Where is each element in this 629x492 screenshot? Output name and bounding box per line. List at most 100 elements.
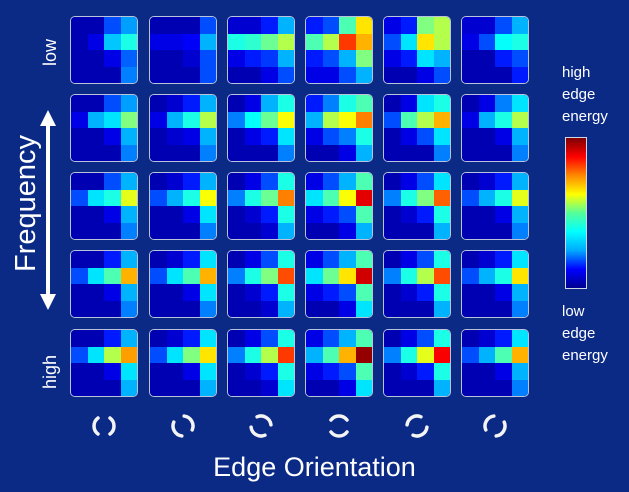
heatmap-cell [384,33,401,50]
heatmap-cell [495,251,512,268]
heatmap-cell [261,144,278,161]
heatmap-cell [495,300,512,317]
heatmap-tile-r3-c4 [305,172,373,240]
heatmap-cell [71,111,88,128]
heatmap-cell [433,189,450,206]
heatmap-tile-r3-c2 [149,172,217,240]
heatmap-cell [433,251,450,268]
heatmap-cell [244,206,261,223]
heatmap-tile-r1-c4 [305,16,373,84]
heatmap-cell [511,17,528,34]
heatmap-cell [400,144,417,161]
heatmap-cell [228,267,245,284]
heatmap-tile-r4-c4 [305,250,373,318]
heatmap-cell [87,66,104,83]
heatmap-cell [104,300,121,317]
heatmap-cell [71,33,88,50]
heatmap-cell [384,284,401,301]
heatmap-cell [199,189,216,206]
heatmap-cell [166,346,183,363]
heatmap-cell [355,346,372,363]
heatmap-cell [120,128,137,145]
heatmap-cell [384,267,401,284]
heatmap-cell [261,95,278,112]
heatmap-cell [433,222,450,239]
heatmap-cell [87,206,104,223]
heatmap-cell [339,300,356,317]
heatmap-cell [400,128,417,145]
heatmap-cell [150,379,167,396]
heatmap-cell [355,33,372,50]
heatmap-cell [228,173,245,190]
heatmap-cell [322,50,339,67]
heatmap-cell [166,363,183,380]
heatmap-tile-r3-c3 [227,172,295,240]
heatmap-cell [400,284,417,301]
heatmap-cell [150,363,167,380]
heatmap-cell [150,222,167,239]
heatmap-cell [417,17,434,34]
heatmap-cell [71,173,88,190]
heatmap-cell [322,222,339,239]
heatmap-cell [495,66,512,83]
heatmap-cell [384,189,401,206]
heatmap-cell [87,33,104,50]
heatmap-cell [478,300,495,317]
heatmap-cell [228,206,245,223]
frequency-high-label: high [40,354,60,389]
edge-orientation-1-icon [92,416,116,436]
heatmap-cell [511,379,528,396]
heatmap-cell [166,33,183,50]
heatmap-cell [433,346,450,363]
heatmap-cell [400,379,417,396]
heatmap-tile-r1-c5 [383,16,451,84]
heatmap-cell [417,66,434,83]
heatmap-cell [400,300,417,317]
heatmap-cell [104,17,121,34]
heatmap-cell [306,128,323,145]
heatmap-cell [417,284,434,301]
heatmap-cell [183,330,200,347]
heatmap-cell [306,379,323,396]
heatmap-cell [120,300,137,317]
heatmap-cell [495,95,512,112]
heatmap-cell [339,144,356,161]
heatmap-cell [400,251,417,268]
heatmap-tile-r5-c2 [149,329,217,397]
heatmap-cell [495,189,512,206]
heatmap-cell [306,173,323,190]
edge-orientation-3-icon [249,414,273,438]
heatmap-cell [261,222,278,239]
heatmap-cell [104,173,121,190]
heatmap-cell [261,346,278,363]
heatmap-cell [306,330,323,347]
heatmap-cell [400,173,417,190]
heatmap-cell [339,189,356,206]
heatmap-cell [71,189,88,206]
heatmap-cell [306,346,323,363]
heatmap-cell [306,189,323,206]
heatmap-cell [71,95,88,112]
heatmap-cell [104,111,121,128]
heatmap-cell [400,50,417,67]
heatmap-cell [400,267,417,284]
heatmap-cell [355,95,372,112]
heatmap-cell [339,50,356,67]
heatmap-cell [261,267,278,284]
heatmap-cell [306,66,323,83]
heatmap-cell [261,66,278,83]
heatmap-cell [462,144,479,161]
heatmap-cell [87,128,104,145]
heatmap-cell [120,95,137,112]
heatmap-cell [495,173,512,190]
heatmap-cell [417,346,434,363]
heatmap-cell [71,222,88,239]
heatmap-cell [384,17,401,34]
heatmap-cell [277,95,294,112]
heatmap-cell [478,330,495,347]
heatmap-cell [322,267,339,284]
heatmap-cell [71,66,88,83]
heatmap-cell [400,222,417,239]
heatmap-cell [462,95,479,112]
heatmap-cell [183,66,200,83]
